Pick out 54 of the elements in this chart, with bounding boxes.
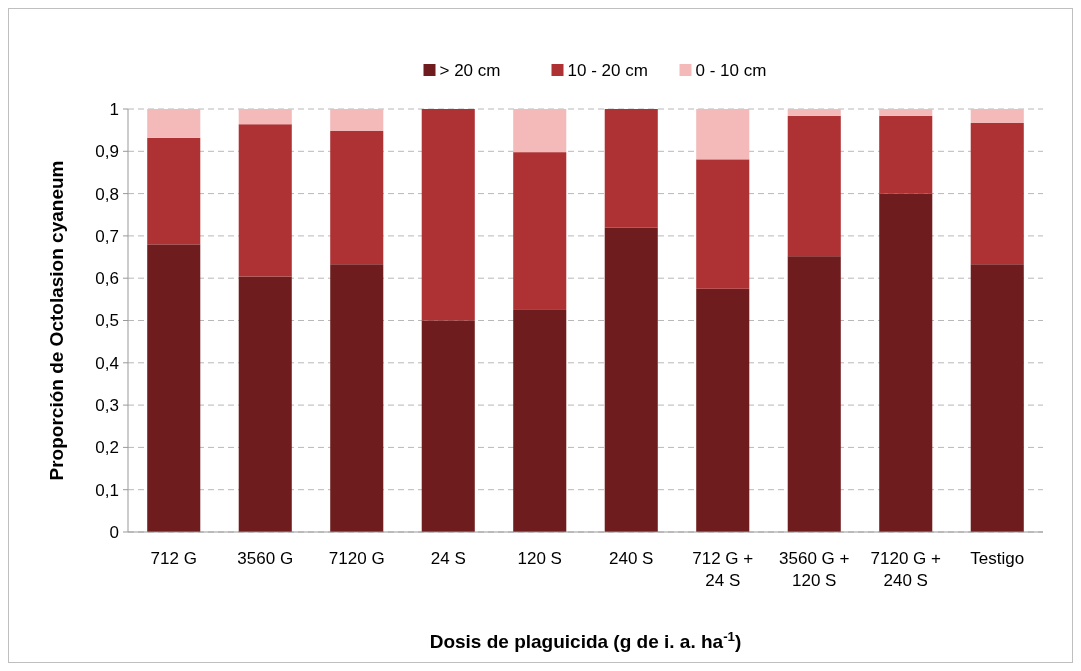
bar: [604, 109, 658, 228]
bar: [970, 264, 1024, 532]
x-tick-label: 120 S: [517, 549, 562, 568]
bar: [970, 109, 1024, 123]
bar: [696, 159, 750, 289]
y-tick-label: 0,3: [95, 396, 119, 416]
bar: [330, 131, 384, 265]
y-tick-label: 0,5: [95, 311, 119, 331]
bar: [879, 115, 933, 194]
bar: [238, 124, 292, 277]
y-tick-label: 0,1: [95, 480, 119, 500]
bar: [696, 109, 750, 160]
bar: [879, 193, 933, 532]
x-tick-label: 24 S: [430, 549, 466, 568]
x-tick-label: 240 S: [609, 549, 654, 568]
bar: [787, 256, 841, 532]
y-tick-label: 0,4: [95, 353, 119, 373]
bar: [421, 109, 475, 321]
bar: [513, 109, 567, 153]
bar: [238, 109, 292, 125]
y-tick-label: 0,7: [95, 226, 119, 246]
legend-label: 10 - 20 cm: [567, 60, 648, 80]
y-tick-label: 0: [109, 522, 119, 542]
y-tick-label: 0,9: [95, 142, 119, 162]
bar: [879, 109, 933, 116]
y-tick-label: 0,6: [95, 269, 119, 289]
x-tick-label: 3560 G + 120 S: [779, 549, 850, 590]
bar: [787, 109, 841, 116]
bar: [147, 244, 201, 532]
bar: [696, 288, 750, 532]
x-tick-label: 7120 G: [328, 549, 385, 568]
y-tick-label: 0,8: [95, 184, 119, 204]
x-axis-title: Dosis de plaguicida (g de i. a. ha$^{-1}$): [429, 628, 742, 652]
bar: [421, 320, 475, 532]
y-axis-title: Proporción de Octolasion cyaneum: [46, 160, 67, 481]
bar: [330, 109, 384, 131]
bar: [147, 109, 201, 138]
x-tick-label: 712 G + 24 S: [692, 549, 754, 590]
bar: [147, 137, 201, 245]
x-tick-label: 3560 G: [237, 549, 294, 568]
bar: [604, 227, 658, 532]
x-tick-label: 7120 G + 240 S: [870, 549, 942, 590]
y-tick-label: 0,2: [95, 438, 119, 458]
bar: [970, 122, 1024, 265]
x-tick-label: 712 G: [150, 549, 197, 568]
bar: [787, 115, 841, 257]
bar: [330, 264, 384, 532]
y-tick-label: 1: [109, 99, 119, 119]
legend-label: > 20 cm: [439, 60, 501, 80]
bar: [238, 276, 292, 532]
x-tick-label: Testigo: [970, 549, 1025, 568]
bar: [513, 152, 567, 310]
bar: [513, 309, 567, 532]
legend-label: 0 - 10 cm: [695, 60, 767, 80]
